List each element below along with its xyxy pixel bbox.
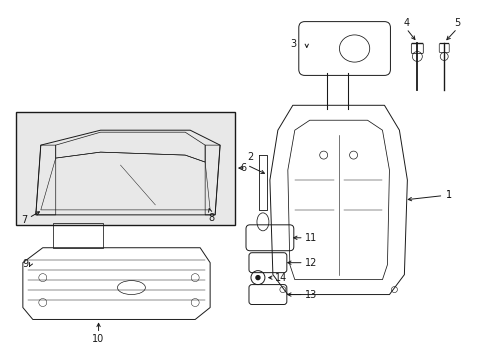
Bar: [16, 112, 235, 225]
Circle shape: [255, 276, 260, 280]
Text: 2: 2: [246, 152, 253, 162]
Text: 3: 3: [290, 39, 296, 49]
Text: 10: 10: [92, 334, 104, 345]
Text: 11: 11: [304, 233, 316, 243]
Text: 8: 8: [208, 213, 214, 223]
Text: 4: 4: [403, 18, 408, 28]
Text: 13: 13: [304, 289, 316, 300]
Text: 14: 14: [274, 273, 286, 283]
Text: 1: 1: [407, 190, 451, 201]
Text: 5: 5: [453, 18, 459, 28]
Text: 12: 12: [304, 258, 317, 268]
Text: 6: 6: [240, 163, 245, 173]
Text: 7: 7: [21, 215, 27, 225]
Text: 9: 9: [23, 259, 29, 269]
